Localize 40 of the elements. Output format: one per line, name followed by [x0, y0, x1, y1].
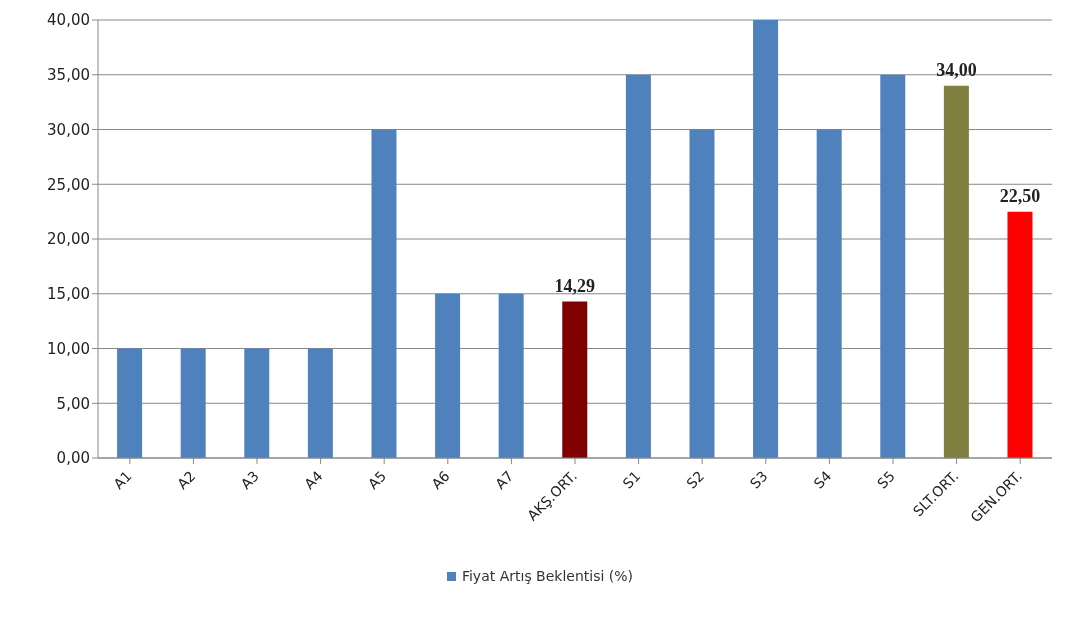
y-tick-label: 30,00	[47, 120, 90, 139]
legend-label: Fiyat Artış Beklentisi (%)	[461, 568, 634, 584]
y-tick-label: 40,00	[47, 11, 90, 30]
x-tick-label: S3	[746, 467, 771, 492]
bar	[1007, 211, 1033, 458]
bar	[117, 348, 143, 458]
x-tick-label: A1	[110, 467, 135, 493]
bar	[307, 348, 333, 458]
y-tick-label: 0,00	[56, 449, 90, 468]
bar	[753, 20, 779, 458]
bar	[689, 129, 715, 458]
x-tick-label: A6	[428, 467, 453, 493]
bar	[180, 348, 206, 458]
x-tick-label: A7	[491, 467, 517, 493]
y-tick-label: 20,00	[47, 230, 90, 249]
x-tick-label: S5	[874, 467, 898, 492]
bar	[244, 348, 270, 458]
bar	[943, 85, 969, 458]
bar	[816, 129, 842, 458]
x-tick-label: A5	[364, 467, 390, 493]
bar	[498, 293, 524, 458]
bar	[435, 293, 461, 458]
y-tick-label: 15,00	[47, 285, 90, 304]
data-label: 22,50	[999, 185, 1041, 206]
bar	[625, 74, 651, 458]
bar	[562, 301, 588, 458]
bar	[880, 74, 906, 458]
x-tick-label: S4	[810, 467, 835, 492]
x-tick-label: A2	[173, 467, 199, 493]
y-tick-label: 5,00	[56, 394, 90, 413]
y-tick-label: 10,00	[47, 339, 90, 358]
x-tick-label: S1	[619, 467, 644, 492]
y-tick-label: 35,00	[47, 66, 90, 85]
data-label: 34,00	[936, 59, 977, 80]
y-tick-label: 25,00	[47, 175, 90, 194]
x-tick-label: S2	[683, 467, 708, 492]
x-tick-label: A4	[301, 467, 326, 493]
bar	[371, 129, 397, 458]
x-tick-label: A3	[237, 467, 262, 493]
data-label: 14,29	[554, 275, 596, 296]
